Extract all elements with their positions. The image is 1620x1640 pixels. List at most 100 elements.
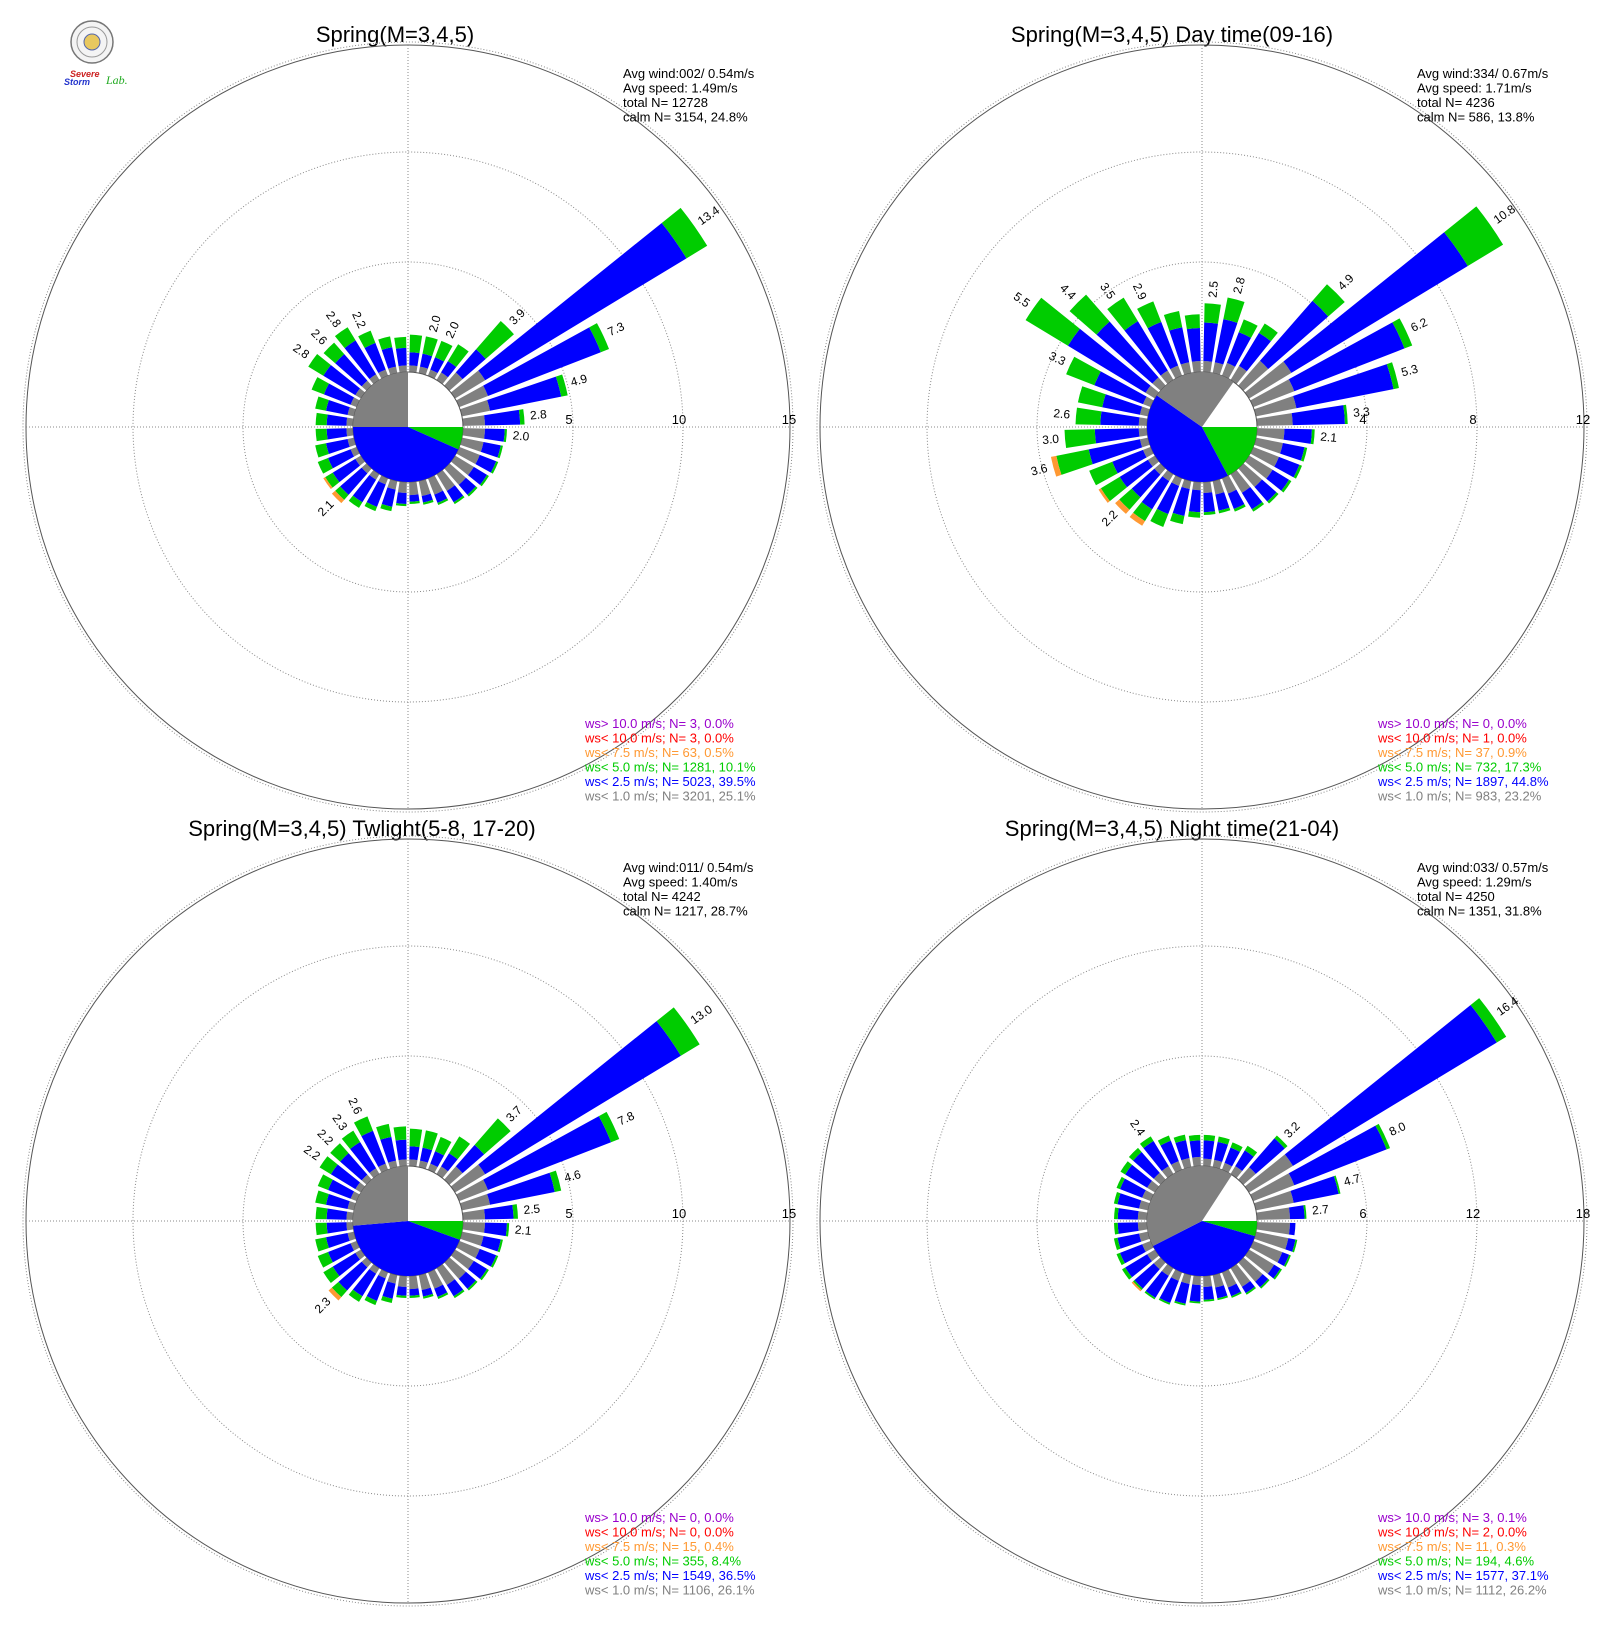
bar-segment [1227, 1283, 1241, 1297]
bar-segment [444, 1166, 463, 1185]
bar-segment [1134, 1263, 1160, 1289]
legend-entry: ws< 5.0 m/s; N= 732, 17.3% [1377, 760, 1542, 775]
bar-segment [1288, 322, 1405, 392]
calm-pie-slice [1156, 372, 1234, 427]
bar-segment [480, 441, 501, 458]
bar-segment [335, 354, 368, 387]
bar-segment [1203, 1140, 1215, 1160]
bar-value-label: 2.1 [514, 1223, 532, 1238]
bar-segment [346, 1211, 354, 1220]
bar-segment [456, 385, 488, 408]
bar-segment [340, 1153, 368, 1181]
bar-segment [335, 486, 349, 500]
bar-segment [549, 1170, 562, 1192]
bar-segment [422, 1130, 438, 1151]
bar-segment [1204, 303, 1221, 324]
bar-segment [1117, 1208, 1139, 1220]
bar-segment [1386, 362, 1399, 390]
bar-segment [476, 321, 514, 359]
bar-segment [1283, 428, 1312, 444]
legend-entry: ws> 10.0 m/s; N= 0, 0.0% [584, 1510, 734, 1525]
ring-tick-label: 18 [1576, 1206, 1590, 1221]
bar-segment [396, 1286, 407, 1296]
bar-segment [348, 495, 363, 508]
bar-segment [1281, 479, 1292, 493]
bar-segment [376, 1123, 392, 1140]
bar-segment [1096, 321, 1159, 384]
bar-segment [1181, 479, 1192, 490]
bar-segment [1128, 1147, 1142, 1161]
bar-segment [1174, 1281, 1190, 1304]
bar-segment [1254, 1231, 1289, 1250]
legend-entry: ws< 10.0 m/s; N= 3, 0.0% [584, 731, 734, 746]
bar-segment [1181, 1158, 1192, 1169]
bar-segment [446, 485, 464, 503]
bar-segment [361, 1257, 372, 1268]
bar-segment [1288, 1205, 1305, 1220]
stats-line: Avg speed: 1.49m/s [623, 81, 738, 96]
bar-segment [330, 1143, 349, 1162]
bar-segment [462, 428, 485, 439]
legend-entry: ws> 10.0 m/s; N= 3, 0.0% [584, 716, 734, 731]
bar-segment [361, 1174, 372, 1185]
bar-segment [1254, 1190, 1294, 1211]
bar-value-label: 7.3 [606, 319, 627, 339]
bar-segment [398, 1159, 407, 1167]
bar-segment [441, 1153, 458, 1172]
bar-segment [409, 352, 420, 367]
bar-segment [315, 1190, 329, 1205]
bar-segment [1089, 461, 1118, 486]
bar-segment [1188, 489, 1201, 513]
bar-segment [1098, 488, 1110, 503]
bar-value-label: 3.3 [1352, 404, 1370, 419]
bar-segment [475, 1248, 497, 1267]
bar-segment [1117, 1193, 1142, 1209]
lab-logo: Severe Storm Lab. [64, 20, 128, 87]
bar-segment [656, 1007, 700, 1056]
wind-rose-panel-1: Spring(M=3,4,5)5 10 152.02.03.913.47.34.92… [22, 22, 796, 813]
bar-segment [380, 1136, 397, 1163]
bar-segment [518, 409, 525, 425]
legend-entry: ws< 10.0 m/s; N= 2, 0.0% [1377, 1525, 1527, 1540]
bar-segment [1244, 1154, 1293, 1193]
bar-segment [1238, 319, 1258, 338]
bar-segment [475, 454, 497, 473]
bar-segment [1188, 1134, 1201, 1142]
bar-segment [1138, 417, 1148, 426]
bar-segment [381, 1295, 393, 1304]
bar-value-label: 2.5 [523, 1202, 541, 1217]
bar-segment [1142, 1190, 1154, 1202]
bar-segment [436, 1166, 448, 1179]
bar-value-label: 2.0 [442, 319, 462, 340]
bar-segment [395, 1139, 407, 1161]
legend-entry: ws< 7.5 m/s; N= 15, 0.4% [584, 1539, 734, 1554]
bar-value-label: 5.3 [1400, 362, 1420, 380]
bar-segment [315, 1222, 328, 1236]
bar-segment [1250, 379, 1295, 408]
bar-segment [484, 409, 521, 426]
ring-tick-label: 8 [1469, 412, 1476, 427]
bar-segment [409, 334, 423, 354]
bar-segment [1189, 1300, 1201, 1304]
bar-segment [484, 1204, 514, 1220]
bar-segment [1131, 468, 1161, 498]
grid-ring [816, 41, 1588, 813]
panel-title: Spring(M=3,4,5) [316, 22, 474, 47]
bar-segment [1254, 437, 1283, 454]
bar-segment [1224, 1147, 1240, 1167]
bar-segment [1214, 1141, 1228, 1162]
calm-pie-slice [1202, 427, 1257, 476]
stats-line: Avg wind:334/ 0.67m/s [1417, 66, 1549, 81]
bar-value-label: 2.7 [1311, 1202, 1329, 1217]
ring-tick-label: 12 [1466, 1206, 1480, 1221]
bar-value-label: 2.5 [1206, 280, 1221, 298]
bar-segment [1203, 361, 1213, 373]
bar-segment [352, 475, 377, 503]
bar-segment [1025, 297, 1080, 346]
bar-segment [1310, 429, 1315, 445]
bar-segment [419, 1147, 433, 1163]
bar-segment [436, 469, 455, 491]
bar-segment [331, 1281, 348, 1298]
bar-segment [350, 1141, 377, 1173]
